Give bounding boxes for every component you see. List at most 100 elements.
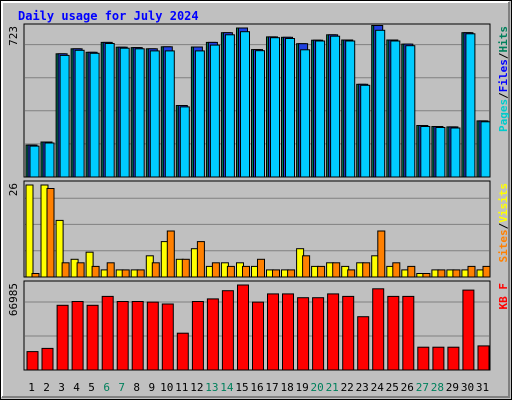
bar-kbytes-kb-f-day-28	[432, 346, 445, 371]
x-tick-label-day-22: 22	[341, 381, 354, 394]
bar-visits-sites-day-18	[287, 269, 296, 278]
x-tick-label-day-25: 25	[386, 381, 399, 394]
bar-kbytes-kb-f-day-1	[26, 351, 39, 371]
panel-kbytes-max-label: 66985	[7, 283, 20, 316]
bar-visits-sites-day-30	[467, 265, 476, 278]
axis-label-visits: Visits	[497, 183, 510, 223]
bar-hits-pages-day-4	[74, 49, 85, 178]
bar-kbytes-kb-f-day-29	[447, 346, 460, 371]
bar-hits-pages-day-23	[360, 84, 371, 178]
bar-hits-pages-day-1	[29, 145, 40, 178]
bar-hits-pages-day-19	[300, 49, 311, 178]
x-tick-label-day-27: 27	[416, 381, 429, 394]
bar-kbytes-kb-f-day-9	[146, 301, 159, 371]
bar-visits-sites-day-20	[317, 265, 326, 278]
x-tick-label-day-31: 31	[476, 381, 489, 394]
x-tick-label-day-29: 29	[446, 381, 459, 394]
bar-hits-pages-day-2	[44, 142, 55, 178]
panel-kbytes-axis-label: KB F	[497, 283, 510, 310]
bar-visits-sites-day-31	[482, 265, 491, 278]
x-tick-labels: 1 2 3 4 5 6 7 8 9 10 11 12 13 14 15 16 17 18 19 20 21 22 23 24 2…	[28, 381, 489, 394]
bar-hits-pages-day-8	[134, 48, 145, 178]
bar-kbytes-kb-f-day-17	[267, 293, 279, 371]
bar-hits-pages-day-24	[375, 29, 386, 178]
panel-visits-axis-label: Sites/Visits	[497, 183, 510, 263]
x-tick-label-day-26: 26	[401, 381, 414, 394]
bar-kbytes-kb-f-day-4	[71, 301, 84, 371]
panel-visits-max-label: 26	[7, 183, 20, 196]
axis-label-separator: /	[497, 92, 510, 99]
x-tick-label-day-3: 3	[58, 381, 65, 394]
bar-hits-pages-day-21	[330, 35, 341, 178]
bar-kbytes-kb-f-day-13	[206, 298, 219, 371]
x-tick-label-day-14: 14	[220, 381, 234, 394]
bar-kbytes-kb-f-day-30	[462, 289, 475, 371]
x-tick-label-day-17: 17	[265, 381, 278, 394]
bar-kbytes-kb-f-day-7	[116, 301, 129, 371]
x-tick-label-day-23: 23	[356, 381, 369, 394]
x-tick-label-day-21: 21	[326, 381, 339, 394]
bar-visits-sites-day-26	[407, 265, 416, 278]
bar-hits-pages-day-31	[480, 121, 491, 178]
bar-kbytes-kb-f-day-2	[41, 347, 54, 371]
chart-frame-highlight	[1, 1, 509, 397]
x-tick-label-day-11: 11	[175, 381, 188, 394]
x-tick-label-day-5: 5	[88, 381, 95, 394]
x-tick-label-day-12: 12	[190, 381, 203, 394]
bar-hits-pages-day-30	[465, 33, 476, 178]
bar-kbytes-kb-f-day-6	[101, 295, 114, 371]
bar-hits-pages-day-9	[149, 50, 160, 178]
bar-kbytes-kb-f-day-12	[191, 301, 204, 371]
bar-kbytes-kb-f-day-15	[237, 284, 249, 371]
bar-visits-sites-day-7	[121, 269, 130, 278]
bar-kbytes-kb-f-day-16	[252, 301, 264, 371]
bar-hits-pages-day-28	[435, 127, 446, 178]
x-tick-label-day-8: 8	[133, 381, 140, 394]
bar-visits-sites-day-5	[91, 265, 100, 278]
panel-kbytes: 66985 KB F	[7, 280, 510, 371]
bar-hits-pages-day-25	[390, 40, 401, 178]
bar-hits-pages-day-13	[209, 44, 220, 178]
bar-kbytes-kb-f-day-11	[176, 332, 189, 371]
bar-hits-pages-day-14	[224, 34, 235, 178]
bar-kbytes-kb-f-day-25	[387, 295, 400, 371]
bar-kbytes-kb-f-day-26	[402, 295, 415, 371]
panel-hits-max-label: 723	[7, 26, 20, 46]
bar-visits-sites-day-22	[347, 269, 356, 278]
bar-visits-sites-day-19	[302, 255, 311, 278]
axis-label-hits: Hits	[497, 26, 510, 53]
bar-hits-pages-day-29	[450, 127, 461, 178]
bar-hits-pages-day-20	[315, 40, 326, 178]
axis-label-separator: /	[497, 222, 510, 229]
panel-hits-axis-label: Pages/Files/Hits	[497, 26, 510, 132]
x-tick-label-day-7: 7	[118, 381, 125, 394]
x-tick-label-day-30: 30	[461, 381, 474, 394]
x-tick-label-day-1: 1	[28, 381, 35, 394]
bar-kbytes-kb-f-day-24	[372, 288, 385, 371]
x-tick-label-day-15: 15	[235, 381, 248, 394]
bar-visits-sites-day-4	[76, 262, 85, 278]
bar-hits-pages-day-27	[420, 126, 431, 178]
bar-visits-sites-day-21	[332, 262, 341, 278]
bar-visits-sites-day-10	[166, 230, 175, 278]
bar-visits-sites-day-24	[377, 230, 386, 278]
bar-kbytes-kb-f-day-21	[327, 293, 340, 371]
x-tick-label-day-4: 4	[73, 381, 80, 394]
bar-hits-pages-day-17	[270, 37, 280, 178]
bar-hits-pages-day-26	[405, 45, 416, 178]
bar-kbytes-kb-f-day-10	[161, 303, 174, 371]
bar-hits-pages-day-18	[285, 38, 295, 178]
bar-visits-sites-day-23	[362, 262, 371, 278]
bar-visits-sites-day-25	[392, 262, 401, 278]
bar-kbytes-kb-f-day-3	[56, 304, 69, 371]
bar-visits-visits-day-1	[25, 184, 34, 278]
bar-visits-sites-day-6	[106, 262, 115, 278]
bar-visits-visits-day-3	[55, 219, 64, 278]
bar-hits-pages-day-12	[194, 50, 205, 178]
bar-visits-sites-day-2	[46, 188, 55, 278]
axis-label-pages: Pages	[497, 99, 510, 132]
bar-kbytes-kb-f-day-19	[297, 297, 310, 371]
bar-visits-sites-day-17	[272, 269, 280, 278]
